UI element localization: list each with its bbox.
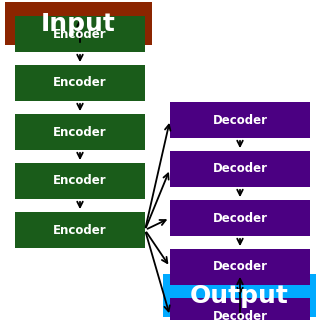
Text: Decoder: Decoder — [212, 114, 268, 126]
Bar — [15, 16, 145, 52]
Bar — [170, 151, 310, 187]
Text: Encoder: Encoder — [53, 125, 107, 139]
Text: Decoder: Decoder — [212, 309, 268, 320]
Bar — [15, 114, 145, 150]
Bar — [170, 249, 310, 285]
Bar — [5, 2, 152, 45]
Text: Input: Input — [41, 12, 116, 36]
Text: Encoder: Encoder — [53, 223, 107, 236]
Bar — [163, 274, 316, 317]
Bar — [170, 298, 310, 320]
Bar — [170, 102, 310, 138]
Text: Decoder: Decoder — [212, 260, 268, 274]
Bar — [15, 65, 145, 101]
Text: Output: Output — [190, 284, 289, 308]
Text: Encoder: Encoder — [53, 174, 107, 188]
Text: Encoder: Encoder — [53, 28, 107, 41]
Text: Encoder: Encoder — [53, 76, 107, 90]
Bar — [170, 200, 310, 236]
Text: Decoder: Decoder — [212, 163, 268, 175]
Bar — [15, 212, 145, 248]
Bar — [15, 163, 145, 199]
Text: Decoder: Decoder — [212, 212, 268, 225]
